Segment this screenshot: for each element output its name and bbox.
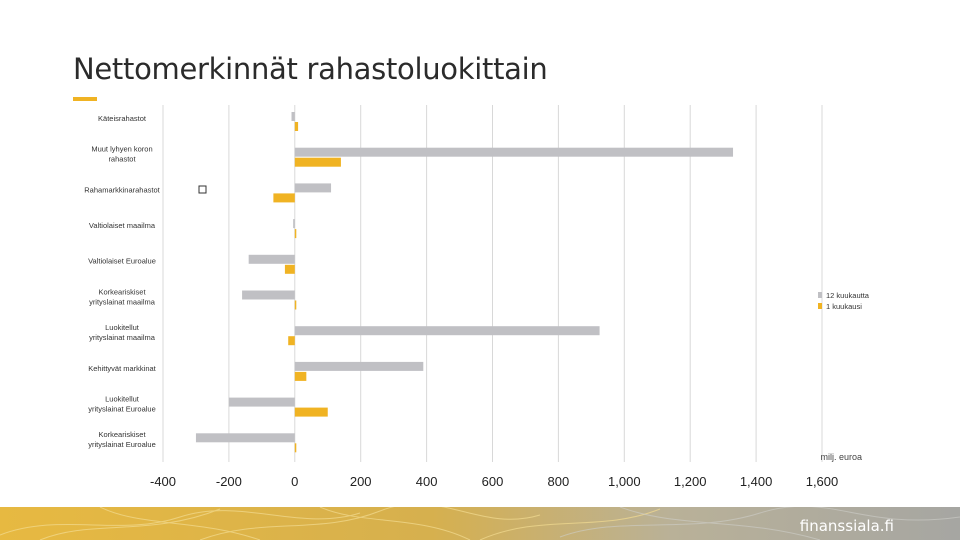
chart-gridlines (162, 105, 823, 462)
bar-12-kuukautta (293, 219, 295, 229)
bar-12-kuukautta (242, 290, 295, 300)
bar-1-kuukausi (294, 300, 297, 310)
brand-logo-text: finanssiala.fi (799, 517, 894, 535)
legend-swatch (818, 303, 822, 309)
x-tick-label: 0 (291, 474, 298, 489)
category-label: Rahamarkkinarahastot (84, 185, 160, 194)
footer-band (0, 507, 960, 540)
category-label: Luokitellut yrityslainat Euroalue (88, 394, 156, 413)
category-label: Kehittyvät markkinat (88, 364, 156, 373)
category-label: Korkeariskiset yrityslainat maailma (89, 287, 156, 306)
legend-label: 12 kuukautta (826, 291, 870, 300)
bar-12-kuukautta (195, 433, 295, 443)
bar-1-kuukausi (284, 264, 295, 274)
x-axis-ticks: -400 -200 0 200 400 600 800 1,000 1,200 1,400 1,60… (150, 474, 838, 489)
fund-flows-chart: Käteisrahastot Muut lyhyen koron rahastot R… (84, 105, 870, 489)
category-label: Valtiolaiset Euroalue (88, 257, 156, 266)
bar-1-kuukausi (294, 371, 307, 381)
x-tick-label: 800 (548, 474, 570, 489)
bar-12-kuukautta (294, 326, 600, 336)
x-tick-label: 1,400 (740, 474, 773, 489)
x-tick-label: 1,000 (608, 474, 641, 489)
category-label: Korkeariskiset yrityslainat Euroalue (88, 430, 156, 449)
legend-swatch (818, 292, 822, 298)
category-label: Käteisrahastot (98, 114, 147, 123)
category-label: Luokitellut yrityslainat maailma (89, 323, 156, 342)
bar-1-kuukausi (294, 229, 297, 239)
bar-12-kuukautta (294, 361, 424, 371)
x-tick-label: 1,600 (806, 474, 839, 489)
unit-label: milj. euroa (820, 452, 862, 462)
category-label: Valtiolaiset maailma (89, 221, 156, 230)
x-tick-label: -200 (216, 474, 242, 489)
title-accent-bar (73, 97, 97, 101)
slide-title: Nettomerkinnät rahastoluokittain (73, 52, 548, 86)
x-tick-label: 600 (482, 474, 504, 489)
category-label: Muut lyhyen koron rahastot (91, 145, 152, 164)
bar-1-kuukausi (294, 122, 299, 131)
checkbox-marker (198, 185, 207, 194)
footer-pattern (0, 507, 960, 540)
bar-12-kuukautta (294, 183, 332, 193)
chart-legend: 12 kuukautta 1 kuukausi (818, 291, 870, 311)
bar-1-kuukausi (288, 336, 295, 346)
bar-1-kuukausi (294, 157, 341, 167)
bar-1-kuukausi (294, 407, 328, 417)
bar-12-kuukautta (294, 147, 734, 157)
x-tick-label: 200 (350, 474, 372, 489)
bar-12-kuukautta (291, 112, 295, 121)
category-labels: Käteisrahastot Muut lyhyen koron rahastot R… (84, 114, 160, 449)
bar-12-kuukautta (248, 254, 295, 264)
x-tick-label: 400 (416, 474, 438, 489)
legend-label: 1 kuukausi (826, 302, 862, 311)
x-tick-label: -400 (150, 474, 176, 489)
chart-bars (195, 112, 734, 453)
bar-12-kuukautta (228, 397, 295, 407)
bar-1-kuukausi (273, 193, 295, 203)
x-tick-label: 1,200 (674, 474, 707, 489)
bar-1-kuukausi (294, 443, 297, 453)
